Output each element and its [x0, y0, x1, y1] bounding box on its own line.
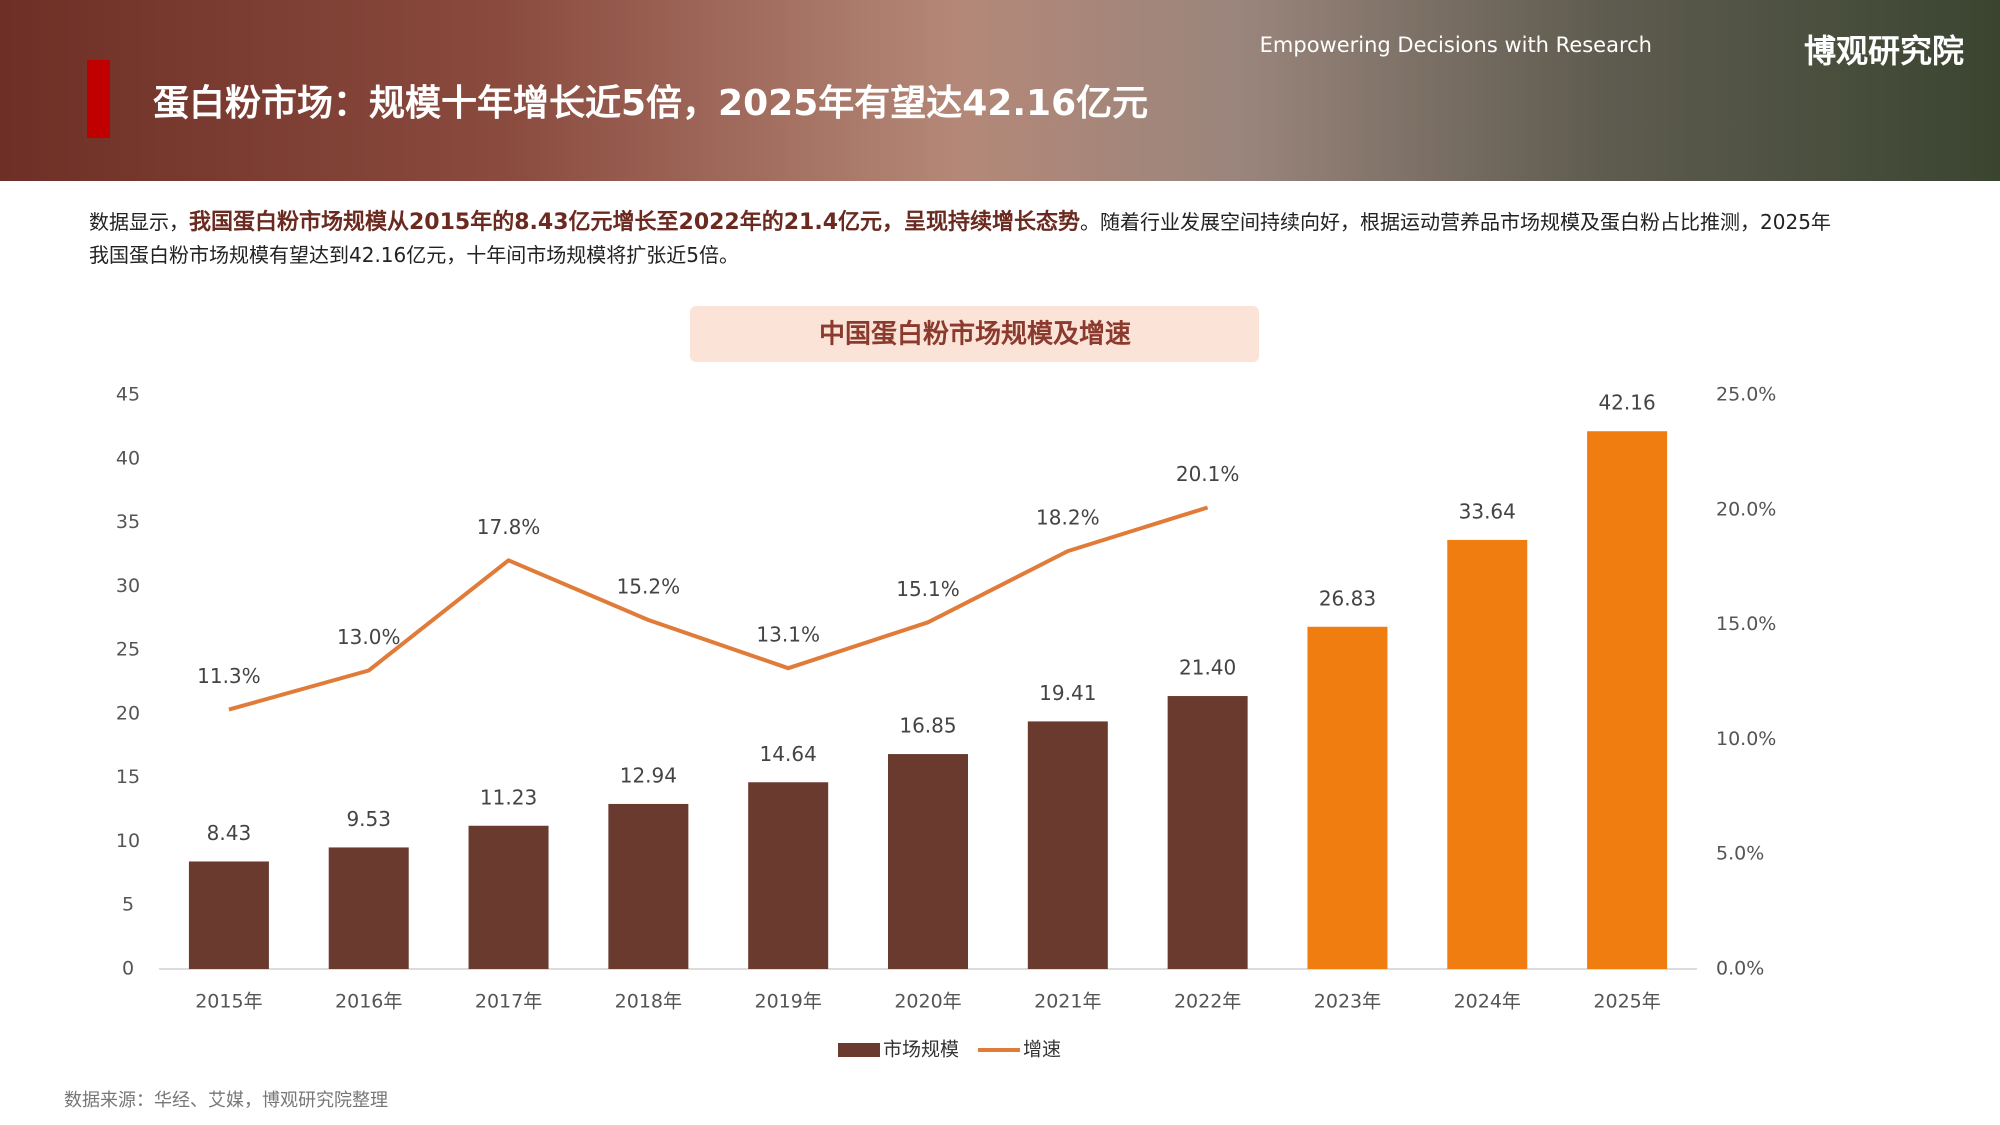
bar	[468, 825, 549, 969]
bar	[1167, 696, 1248, 969]
slide-title: 蛋白粉市场：规模十年增长近5倍，2025年有望达42.16亿元	[153, 83, 1149, 124]
x-tick-label: 2018年	[615, 991, 682, 1013]
x-tick-label: 2020年	[894, 991, 961, 1013]
bar-value-label: 42.16	[1598, 391, 1655, 415]
bar-value-label: 19.41	[1039, 681, 1096, 705]
desc-lead: 数据显示，	[89, 210, 189, 234]
bar-value-label: 16.85	[899, 714, 956, 738]
bar-value-label: 8.43	[207, 821, 252, 845]
bar	[1027, 721, 1108, 969]
x-tick-label: 2024年	[1454, 991, 1521, 1013]
desc-rest: 。随着行业发展空间持续向好，根据运动营养品市场规模及蛋白粉占比推测，2025年我…	[89, 210, 1831, 267]
bar-value-label: 11.23	[480, 785, 537, 809]
y-tick-label: 15	[116, 766, 140, 788]
y2-tick-label: 25.0%	[1716, 384, 1776, 406]
line-value-label: 13.0%	[337, 625, 401, 649]
y2-tick-label: 0.0%	[1716, 958, 1764, 980]
bar-value-label: 26.83	[1319, 586, 1376, 610]
line-value-label: 11.3%	[197, 664, 261, 688]
bar-value-label: 12.94	[620, 763, 677, 787]
description: 数据显示，我国蛋白粉市场规模从2015年的8.43亿元增长至2022年的21.4…	[89, 206, 1839, 272]
bar	[1587, 431, 1668, 969]
brand: 博观研究院	[1803, 32, 1964, 70]
line-value-label: 15.2%	[617, 575, 681, 599]
source-note: 数据来源：华经、艾媒，博观研究院整理	[64, 1090, 388, 1111]
legend-label: 市场规模	[883, 1039, 959, 1061]
y-tick-label: 0	[122, 958, 134, 980]
x-tick-label: 2015年	[195, 991, 262, 1013]
line-value-label: 17.8%	[477, 515, 541, 539]
y-tick-label: 5	[122, 894, 134, 916]
x-tick-label: 2019年	[755, 991, 822, 1013]
accent-bar	[87, 60, 110, 138]
legend-label: 增速	[1023, 1039, 1061, 1061]
bar	[1307, 626, 1388, 969]
x-tick-label: 2025年	[1593, 991, 1660, 1013]
bar	[188, 861, 269, 969]
y2-tick-label: 10.0%	[1716, 728, 1776, 750]
x-tick-label: 2023年	[1314, 991, 1381, 1013]
x-tick-label: 2022年	[1174, 991, 1241, 1013]
x-tick-label: 2016年	[335, 991, 402, 1013]
growth-line	[228, 505, 1209, 712]
chart-title-box	[690, 306, 1259, 362]
y-tick-label: 40	[116, 447, 140, 469]
bar	[748, 782, 829, 969]
x-tick-label: 2021年	[1034, 991, 1101, 1013]
bar	[328, 847, 409, 969]
bar-value-label: 21.40	[1179, 656, 1236, 680]
y2-tick-label: 20.0%	[1716, 498, 1776, 520]
y-tick-label: 10	[116, 830, 140, 852]
tagline: Empowering Decisions with Research	[1259, 33, 1652, 57]
line-value-label: 20.1%	[1176, 462, 1240, 486]
desc-highlight: 我国蛋白粉市场规模从2015年的8.43亿元增长至2022年的21.4亿元，呈现…	[189, 210, 1081, 235]
line-value-label: 13.1%	[756, 623, 820, 647]
chart-title: 中国蛋白粉市场规模及增速	[819, 319, 1131, 350]
bar	[888, 754, 968, 969]
line-value-label: 15.1%	[896, 577, 960, 601]
y-tick-label: 45	[116, 384, 140, 406]
y-tick-label: 35	[116, 511, 140, 533]
y-tick-label: 25	[116, 639, 140, 661]
y-tick-label: 20	[116, 702, 140, 724]
y2-tick-label: 15.0%	[1716, 613, 1776, 635]
bar-value-label: 14.64	[760, 742, 817, 766]
y2-tick-label: 5.0%	[1716, 843, 1764, 865]
header-band: 蛋白粉市场：规模十年增长近5倍，2025年有望达42.16亿元 Empoweri…	[0, 0, 2000, 181]
y-tick-label: 30	[116, 575, 140, 597]
bar	[1447, 539, 1528, 969]
bar-value-label: 9.53	[346, 807, 391, 831]
bar	[608, 803, 689, 969]
bar-value-label: 33.64	[1459, 499, 1516, 523]
line-value-label: 18.2%	[1036, 506, 1100, 530]
legend-swatch	[838, 1043, 880, 1057]
x-tick-label: 2017年	[475, 991, 542, 1013]
